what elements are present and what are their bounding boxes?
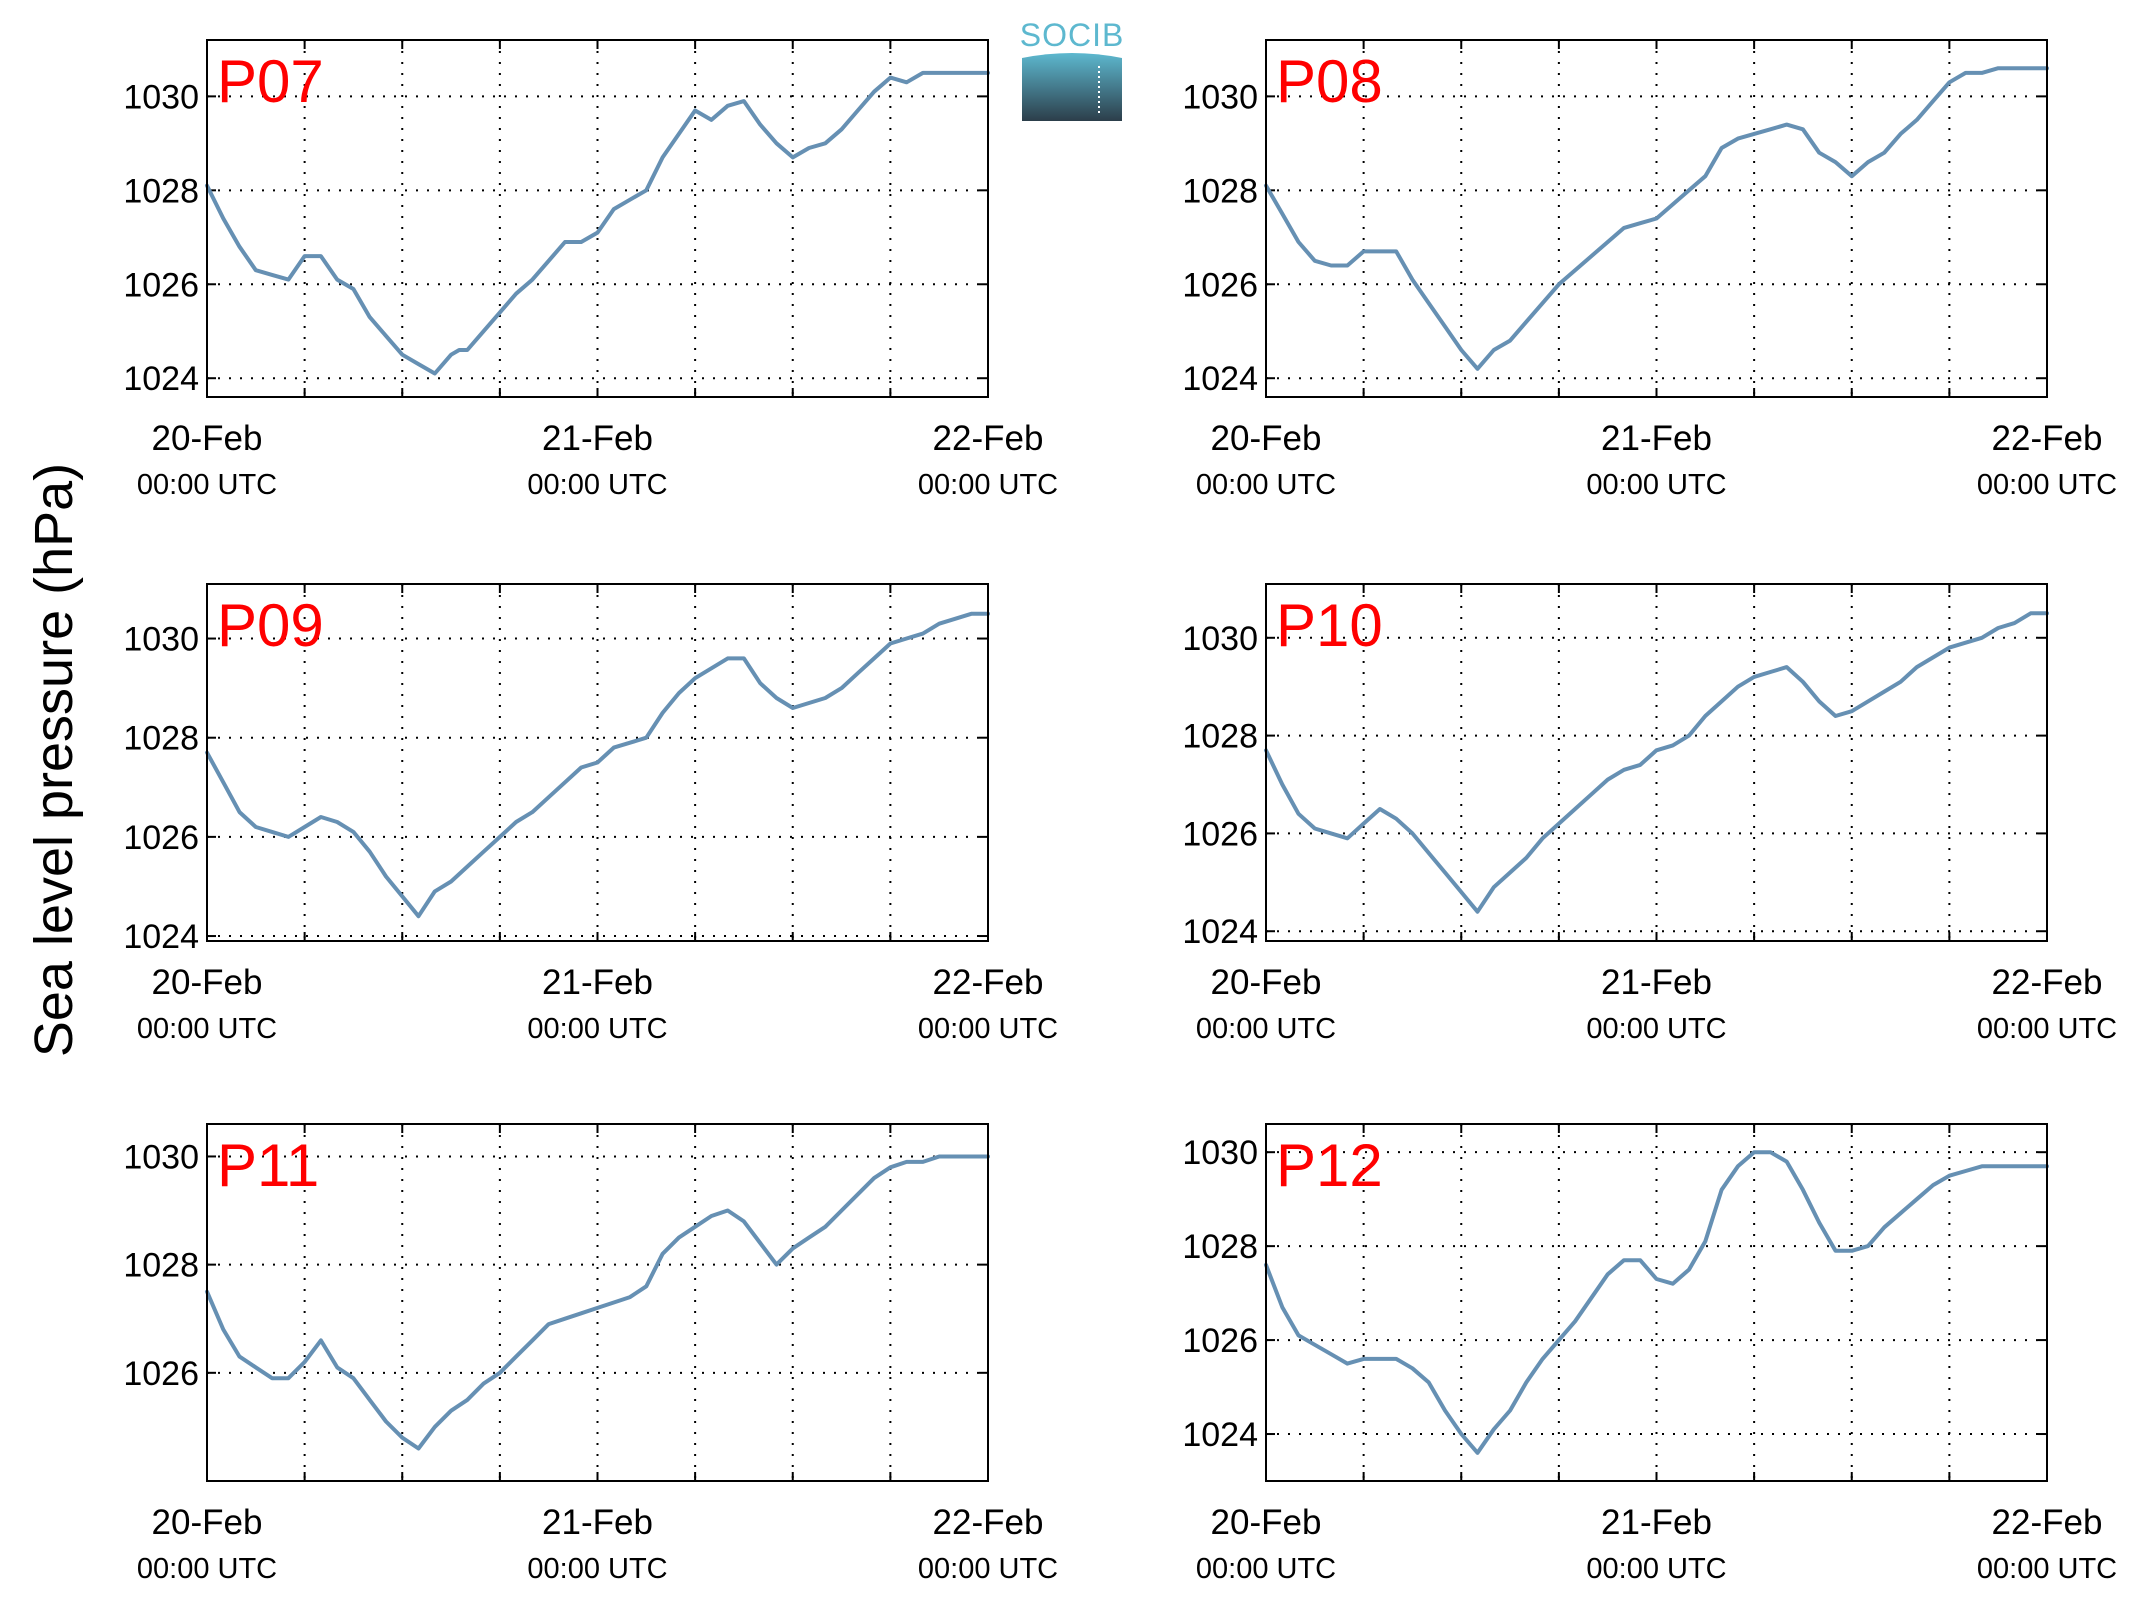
x-tick-label-date: 22-Feb (933, 963, 1044, 1002)
panel-p09: 1024 1026 1028 1030 20-Feb 00:00 UTC 21-Feb 00:… (123, 583, 1058, 1045)
logo-text: SOCIB (1020, 17, 1125, 53)
x-tick-label-time: 00:00 UTC (137, 1553, 277, 1585)
x-tick-label-date: 22-Feb (933, 1503, 1044, 1542)
y-tick-label: 1026 (123, 266, 199, 304)
panel-label: P09 (217, 592, 324, 659)
x-tick-label-time: 00:00 UTC (1586, 469, 1726, 501)
x-tick-label-date: 22-Feb (1992, 419, 2103, 458)
y-tick-label: 1024 (1182, 913, 1258, 951)
y-tick-label: 1024 (1182, 1416, 1258, 1454)
x-tick-label-date: 20-Feb (1211, 1503, 1322, 1542)
panel-p07: 1024 1026 1028 1030 20-Feb 00:00 UTC 21-Feb 00:… (123, 39, 1058, 501)
y-tick-label: 1026 (123, 819, 199, 857)
x-tick-label-date: 21-Feb (1601, 963, 1712, 1002)
y-tick-label: 1030 (123, 78, 199, 116)
panel-p12: 1024 1026 1028 1030 20-Feb 00:00 UTC 21-Feb 00:… (1182, 1123, 2117, 1585)
y-tick-label: 1026 (1182, 815, 1258, 853)
y-tick-label: 1026 (123, 1355, 199, 1393)
x-tick-label-date: 21-Feb (542, 963, 653, 1002)
x-tick-label-time: 00:00 UTC (1196, 469, 1336, 501)
x-tick-label-date: 22-Feb (1992, 1503, 2103, 1542)
series-line-p11 (205, 1154, 990, 1451)
x-tick-label-date: 21-Feb (1601, 1503, 1712, 1542)
x-tick-label-date: 22-Feb (1992, 963, 2103, 1002)
plot-frame (1265, 39, 2048, 398)
x-tick-label-date: 20-Feb (152, 963, 263, 1002)
x-tick-label-time: 00:00 UTC (1977, 1553, 2117, 1585)
y-tick-label: 1030 (1182, 1134, 1258, 1172)
panel-p08: 1024 1026 1028 1030 20-Feb 00:00 UTC 21-Feb 00:… (1182, 39, 2117, 501)
x-tick-label-date: 21-Feb (542, 1503, 653, 1542)
y-tick-label: 1026 (1182, 266, 1258, 304)
x-tick-label-date: 22-Feb (933, 419, 1044, 458)
y-tick-label: 1028 (123, 1247, 199, 1285)
plot-frame (1265, 1123, 2048, 1482)
x-tick-label-time: 00:00 UTC (1977, 469, 2117, 501)
x-tick-label-date: 20-Feb (1211, 963, 1322, 1002)
panel-p11: 1026 1028 1030 20-Feb 00:00 UTC 21-Feb 00:00 U… (123, 1123, 1058, 1585)
panel-label: P11 (217, 1132, 319, 1199)
x-tick-label-time: 00:00 UTC (918, 469, 1058, 501)
panel-label: P08 (1276, 48, 1383, 115)
series-line-p09 (205, 611, 990, 919)
series-line-p07 (205, 70, 990, 376)
y-tick-label: 1028 (1182, 1228, 1258, 1266)
x-tick-label-time: 00:00 UTC (918, 1013, 1058, 1045)
panel-label: P07 (217, 48, 324, 115)
plot-frame (1265, 583, 2048, 942)
y-tick-label: 1024 (123, 918, 199, 956)
y-tick-label: 1026 (1182, 1322, 1258, 1360)
series-line-p12 (1264, 1150, 2049, 1455)
y-tick-label: 1030 (123, 621, 199, 659)
x-tick-label-time: 00:00 UTC (918, 1553, 1058, 1585)
x-tick-label-time: 00:00 UTC (527, 1553, 667, 1585)
panel-p10: 1024 1026 1028 1030 20-Feb 00:00 UTC 21-Feb 00:… (1182, 583, 2117, 1045)
x-tick-label-time: 00:00 UTC (527, 1013, 667, 1045)
y-axis-label: Sea level pressure (hPa) (24, 463, 84, 1057)
plot-frame (206, 583, 989, 942)
x-tick-label-date: 20-Feb (1211, 419, 1322, 458)
panel-label: P10 (1276, 592, 1383, 659)
series-line-p08 (1264, 66, 2049, 371)
y-tick-label: 1028 (1182, 172, 1258, 210)
x-tick-label-time: 00:00 UTC (137, 1013, 277, 1045)
y-tick-label: 1030 (1182, 78, 1258, 116)
x-tick-label-date: 21-Feb (542, 419, 653, 458)
y-tick-label: 1030 (1182, 620, 1258, 658)
x-tick-label-time: 00:00 UTC (1586, 1013, 1726, 1045)
y-tick-label: 1030 (123, 1138, 199, 1176)
x-tick-label-date: 20-Feb (152, 419, 263, 458)
y-tick-label: 1028 (1182, 718, 1258, 756)
series-line-p10 (1264, 611, 2049, 914)
plot-frame (206, 1123, 989, 1482)
x-tick-label-time: 00:00 UTC (1196, 1013, 1336, 1045)
y-tick-label: 1028 (123, 172, 199, 210)
x-tick-label-time: 00:00 UTC (1977, 1013, 2117, 1045)
y-tick-label: 1028 (123, 720, 199, 758)
y-tick-label: 1024 (1182, 360, 1258, 398)
x-tick-label-time: 00:00 UTC (1586, 1553, 1726, 1585)
y-tick-label: 1024 (123, 360, 199, 398)
socib-logo: SOCIB (1020, 17, 1125, 121)
x-tick-label-time: 00:00 UTC (527, 469, 667, 501)
panel-label: P12 (1276, 1132, 1383, 1199)
x-tick-label-time: 00:00 UTC (1196, 1553, 1336, 1585)
x-tick-label-time: 00:00 UTC (137, 469, 277, 501)
x-tick-label-date: 20-Feb (152, 1503, 263, 1542)
plot-frame (206, 39, 989, 398)
x-tick-label-date: 21-Feb (1601, 419, 1712, 458)
